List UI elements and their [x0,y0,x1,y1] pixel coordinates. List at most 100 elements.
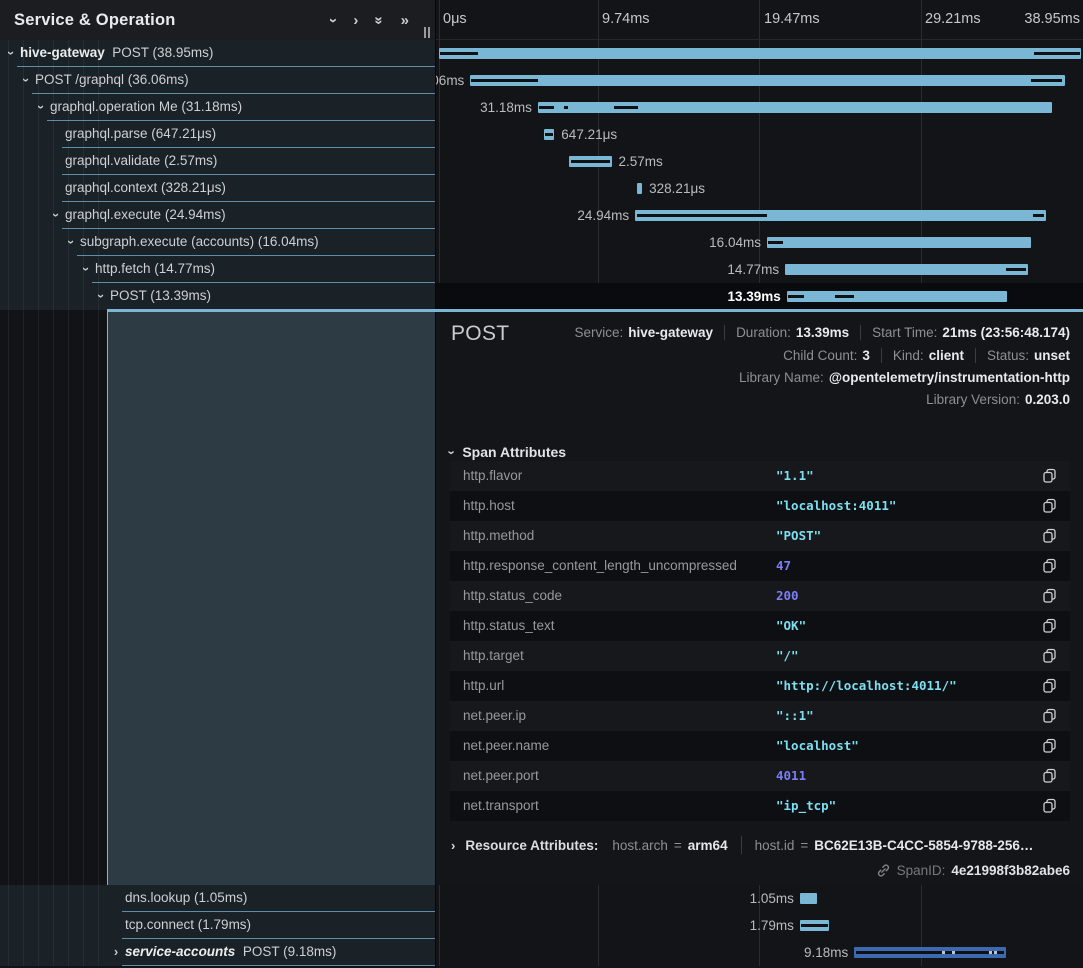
timeline-row[interactable] [436,40,1083,67]
expand-all-icon[interactable]: » [401,13,409,28]
tree-row-graphql-validate[interactable]: graphql.validate (2.57ms) [0,148,435,175]
tick-label: 29.21ms [925,11,981,27]
copy-icon[interactable] [1042,768,1058,784]
span-name-label: graphql.execute (24.94ms) [65,207,226,222]
tree-row-post-graphql[interactable]: ›POST /graphql (36.06ms) [0,67,435,94]
attribute-key: net.peer.name [463,738,549,753]
tree-row-graphql-context[interactable]: graphql.context (328.21μs) [0,175,435,202]
collapse-one-icon[interactable]: › [326,18,341,23]
span-bar[interactable] [854,947,1005,958]
timeline-row[interactable]: 16.04ms [436,229,1083,256]
attribute-key: http.target [463,648,524,663]
meta-value: unset [1034,348,1070,363]
span-name-label: dns.lookup (1.05ms) [125,890,247,905]
chevron-right-icon[interactable]: › [110,945,122,959]
child-span-marker [1034,52,1080,55]
copy-icon[interactable] [1042,738,1058,754]
tree-row-http-fetch[interactable]: ›http.fetch (14.77ms) [0,256,435,283]
timeline-row[interactable]: 9.18ms [436,939,1083,966]
span-name-label: POST (13.39ms) [110,288,211,303]
resource-value: arm64 [688,838,728,853]
copy-icon[interactable] [1042,618,1058,634]
tree-row-post[interactable]: ›hive-gateway POST (38.95ms) [0,40,435,67]
copy-icon[interactable] [1042,678,1058,694]
chevron-down-icon[interactable]: › [4,47,18,59]
copy-icon[interactable] [1042,498,1058,514]
duration-label: 14.77ms [727,262,779,277]
attribute-value: "/" [776,648,799,663]
span-name-label: graphql.operation Me (31.18ms) [50,99,242,114]
meta-label: Duration: [736,325,791,340]
duration-label: 328.21μs [649,181,705,196]
attribute-value: 200 [776,588,799,603]
attribute-row: net.peer.port4011 [450,761,1070,791]
selected-span-area [107,310,435,885]
tree-row-graphql-parse[interactable]: graphql.parse (647.21μs) [0,121,435,148]
span-bar[interactable] [544,129,555,140]
tree-row-tcp-connect[interactable]: tcp.connect (1.79ms) [0,912,435,939]
child-span-marker [1031,79,1062,82]
timeline-row[interactable]: 647.21μs [436,121,1083,148]
meta-value: hive-gateway [628,325,713,340]
span-bar[interactable] [800,920,829,931]
copy-icon[interactable] [1042,588,1058,604]
duration-label: 13.39ms [727,289,780,304]
timeline-row[interactable]: 2.57ms [436,148,1083,175]
span-meta-line-1: Service:hive-gatewayDuration:13.39msStar… [574,325,1070,340]
timeline-row[interactable]: 14.77ms [436,256,1083,283]
timeline-row[interactable]: 31.18ms [436,94,1083,121]
span-bar[interactable] [439,48,1081,59]
tree-row-graphql-execute[interactable]: ›graphql.execute (24.94ms) [0,202,435,229]
timeline-row[interactable]: 1.79ms [436,912,1083,939]
span-name-label: graphql.parse (647.21μs) [65,126,216,141]
attribute-key: http.host [463,498,515,513]
attribute-value: "OK" [776,618,806,633]
link-icon[interactable] [876,863,891,878]
chevron-down-icon[interactable]: › [79,263,93,275]
tree-row-subgraph-execute-accounts-[interactable]: ›subgraph.execute (accounts) (16.04ms) [0,229,435,256]
chevron-down-icon[interactable]: › [94,290,108,302]
span-bar[interactable] [785,264,1028,275]
meta-separator [860,325,861,340]
span-bar[interactable] [635,210,1046,221]
expand-one-icon[interactable]: › [353,13,358,28]
timeline-row[interactable]: 36.06ms [436,67,1083,94]
copy-icon[interactable] [1042,708,1058,724]
child-span-marker [571,160,611,163]
span-bar[interactable] [767,237,1031,248]
copy-icon[interactable] [1042,528,1058,544]
collapse-all-icon[interactable]: » [372,16,387,24]
span-bar[interactable] [470,75,1064,86]
copy-icon[interactable] [1042,648,1058,664]
timeline-row[interactable]: 328.21μs [436,175,1083,202]
span-name-label: graphql.context (328.21μs) [65,180,226,195]
copy-icon[interactable] [1042,558,1058,574]
chevron-down-icon[interactable]: › [34,101,48,113]
copy-icon[interactable] [1042,798,1058,814]
chevron-down-icon[interactable]: › [64,236,78,248]
copy-icon[interactable] [1042,468,1058,484]
span-bar[interactable] [538,102,1052,113]
span-title: POST [451,322,509,346]
span-name-label: subgraph.execute (accounts) (16.04ms) [80,234,319,249]
tree-row-graphql-operation-me[interactable]: ›graphql.operation Me (31.18ms) [0,94,435,121]
span-bar[interactable] [787,291,1008,302]
meta-value: 3 [862,348,870,363]
tree-row-post[interactable]: ›service-accounts POST (9.18ms) [0,939,435,966]
child-span-marker [539,106,554,109]
child-span-marker [1033,214,1044,217]
tree-row-post[interactable]: ›POST (13.39ms) [0,283,435,310]
chevron-right-icon: › [451,838,455,853]
span-attributes-toggle[interactable]: › Span Attributes [450,444,566,460]
timeline-row[interactable]: 13.39ms [436,283,1083,310]
chevron-down-icon[interactable]: › [19,74,33,86]
span-bar[interactable] [637,183,642,194]
resource-attributes-row[interactable]: › Resource Attributes: host.arch=arm64ho… [451,836,1033,854]
panel-resize-handle[interactable] [424,27,430,38]
tree-row-dns-lookup[interactable]: dns.lookup (1.05ms) [0,885,435,912]
timeline-row[interactable]: 1.05ms [436,885,1083,912]
timeline-row[interactable]: 24.94ms [436,202,1083,229]
chevron-down-icon[interactable]: › [49,209,63,221]
span-bar[interactable] [569,156,611,167]
span-bar[interactable] [800,893,817,904]
